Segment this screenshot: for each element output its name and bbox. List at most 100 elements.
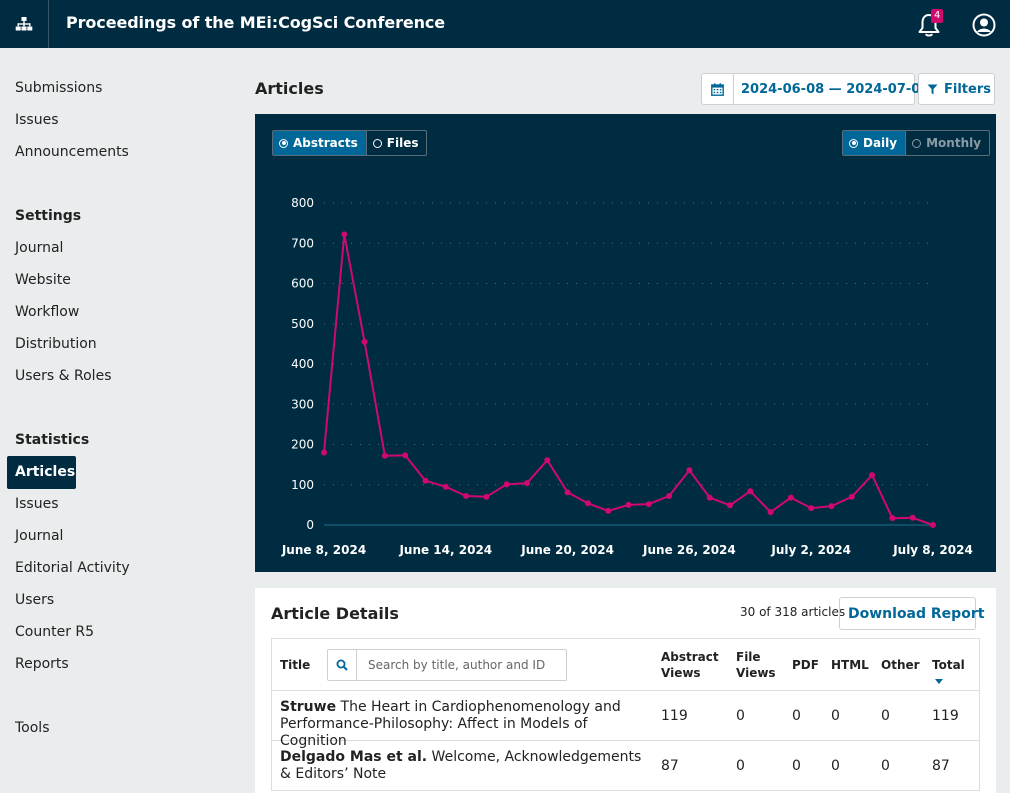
sidebar-item-users-roles[interactable]: Users & Roles [15, 368, 112, 384]
sidebar-item-workflow[interactable]: Workflow [15, 304, 80, 320]
sidebar-item-counter-r5[interactable]: Counter R5 [15, 624, 95, 640]
daily-toggle[interactable]: Daily [843, 131, 906, 155]
data-point [544, 457, 551, 464]
sidebar-item-website[interactable]: Website [15, 272, 71, 288]
data-point [848, 493, 855, 500]
data-point [828, 503, 835, 510]
table-row[interactable]: Delgado Mas et al. Welcome, Acknowledgem… [272, 741, 979, 791]
search-input[interactable] [358, 650, 566, 680]
y-tick-label: 700 [291, 236, 314, 250]
data-point [889, 515, 896, 522]
data-point [524, 480, 530, 487]
radio-selected-icon [849, 138, 858, 148]
sidebar-item-announcements[interactable]: Announcements [15, 144, 129, 160]
column-total-label: Total [932, 658, 965, 672]
y-tick-label: 500 [291, 317, 314, 331]
period-toggle: Daily Monthly [842, 130, 991, 156]
sidebar-item-stats-journal[interactable]: Journal [15, 528, 64, 544]
table-row[interactable]: Struwe The Heart in Cardiophenomenology … [272, 691, 979, 749]
pdf-cell: 0 [792, 708, 801, 724]
sidebar-item-journal[interactable]: Journal [15, 240, 64, 256]
x-tick-label: June 14, 2024 [398, 543, 492, 557]
sidebar-item-editorial-activity[interactable]: Editorial Activity [15, 560, 130, 576]
files-toggle[interactable]: Files [365, 131, 427, 155]
data-point [686, 467, 693, 474]
column-title[interactable]: Title [280, 658, 311, 672]
sidebar-item-articles[interactable]: Articles [7, 456, 76, 489]
data-point [605, 507, 612, 514]
sidebar-item-submissions[interactable]: Submissions [15, 80, 103, 96]
filters-button[interactable]: Filters [918, 73, 995, 105]
abstracts-label: Abstracts [293, 136, 358, 150]
sidebar-item-distribution[interactable]: Distribution [15, 336, 97, 352]
data-point [361, 338, 368, 345]
x-tick-label: June 8, 2024 [281, 543, 366, 557]
y-tick-label: 600 [291, 277, 314, 291]
article-title-cell[interactable]: Struwe The Heart in Cardiophenomenology … [280, 699, 650, 750]
y-tick-label: 200 [291, 438, 314, 452]
site-title[interactable]: Proceedings of the MEi:CogSci Conference [66, 13, 446, 32]
html-cell: 0 [831, 708, 840, 724]
other-cell: 0 [881, 758, 890, 774]
download-report-button[interactable]: Download Report [839, 597, 984, 630]
monthly-toggle[interactable]: Monthly [905, 131, 989, 155]
abstracts-toggle[interactable]: Abstracts [273, 131, 366, 155]
details-title: Article Details [271, 604, 399, 623]
article-title: Welcome, Acknowledgements & Editors’ Not… [280, 749, 642, 782]
column-file-views-line1: File [736, 650, 761, 664]
column-file-views[interactable]: File Views [736, 649, 776, 681]
table-header: Title Abstract Views File Views PDF HTM [272, 639, 979, 691]
sidebar-item-reports[interactable]: Reports [15, 656, 69, 672]
article-title-cell[interactable]: Delgado Mas et al. Welcome, Acknowledgem… [280, 749, 650, 783]
other-cell: 0 [881, 708, 890, 724]
abstract-views-cell: 87 [661, 758, 679, 774]
date-range-button[interactable]: 2024-06-08 — 2024-07-08 [701, 73, 929, 105]
pdf-cell: 0 [792, 758, 801, 774]
sidebar-heading-settings: Settings [15, 208, 82, 224]
data-point [381, 452, 388, 459]
files-label: Files [386, 136, 419, 150]
data-point [869, 472, 876, 479]
y-tick-label: 0 [306, 518, 314, 532]
data-point [625, 501, 632, 508]
search-box [327, 649, 567, 681]
data-point [787, 494, 794, 501]
data-point [483, 493, 490, 500]
data-point [402, 452, 409, 459]
y-tick-label: 800 [291, 196, 314, 210]
file-views-cell: 0 [736, 708, 745, 724]
y-tick-label: 100 [291, 478, 314, 492]
article-author: Delgado Mas et al. [280, 749, 428, 765]
y-tick-label: 400 [291, 357, 314, 371]
column-other[interactable]: Other [881, 658, 920, 672]
top-bar: Proceedings of the MEi:CogSci Conference… [0, 0, 1010, 48]
articles-table: Title Abstract Views File Views PDF HTM [271, 638, 980, 791]
sitemap-icon [15, 17, 33, 31]
download-report-label: Download Report [848, 606, 985, 622]
radio-empty-icon [372, 138, 382, 148]
user-icon[interactable] [972, 13, 996, 37]
article-title: The Heart in Cardiophenomenology and Per… [280, 699, 621, 749]
sidebar-item-tools[interactable]: Tools [15, 720, 50, 736]
column-pdf[interactable]: PDF [792, 658, 819, 672]
column-abstract-views[interactable]: Abstract Views [661, 649, 719, 681]
data-point [321, 449, 327, 456]
data-point [666, 493, 673, 500]
data-point [463, 493, 470, 500]
data-point [767, 509, 774, 516]
sidebar-item-stats-users[interactable]: Users [15, 592, 55, 608]
sidebar-item-stats-issues[interactable]: Issues [15, 496, 59, 512]
data-point [747, 488, 754, 495]
column-total[interactable]: Total [932, 657, 979, 689]
column-html[interactable]: HTML [831, 658, 869, 672]
total-cell: 119 [932, 708, 959, 724]
search-icon[interactable] [328, 650, 357, 680]
article-count: 30 of 318 articles [740, 605, 846, 619]
sitemap-button[interactable] [0, 0, 49, 48]
data-point [442, 483, 449, 490]
total-cell: 87 [932, 758, 950, 774]
notification-badge: 4 [931, 9, 944, 23]
sidebar-item-issues[interactable]: Issues [15, 112, 59, 128]
data-point [930, 522, 936, 528]
data-point [645, 501, 652, 508]
